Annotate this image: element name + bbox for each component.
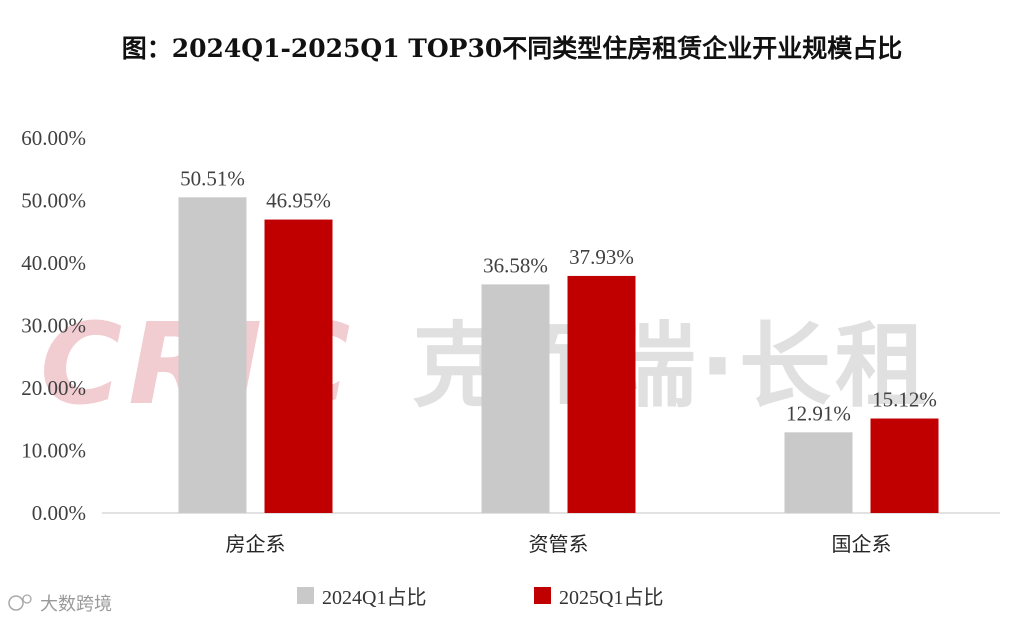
y-tick-label: 40.00% [21,251,86,275]
legend-swatch-2025q1 [534,587,551,604]
bar-data-label: 50.51% [180,166,245,190]
bar-data-label: 46.95% [266,189,331,213]
x-category-label: 国企系 [832,532,892,556]
chart-title: 图：2024Q1-2025Q1 TOP30不同类型住房租赁企业开业规模占比 [122,34,903,63]
bar-data-label: 37.93% [569,245,634,269]
legend-swatch-2024q1 [297,587,314,604]
bar-2024q1 [178,197,247,513]
bar-2024q1 [481,284,550,513]
bar-2025q1 [264,219,333,513]
y-tick-label: 0.00% [32,501,86,525]
bar-data-label: 15.12% [872,388,937,412]
bar-2024q1 [784,432,853,513]
source-watermark: 大数跨境 [8,594,112,615]
legend: 2024Q1占比 2025Q1占比 [297,586,663,609]
y-tick-label: 10.00% [21,439,86,463]
x-category-label: 房企系 [226,532,286,556]
legend-label-2025q1: 2025Q1占比 [559,586,663,609]
source-logo-icon [8,595,24,611]
y-tick-label: 30.00% [21,314,86,338]
legend-label-2024q1: 2024Q1占比 [322,586,426,609]
source-watermark-text: 大数跨境 [40,594,112,615]
bar-data-label: 36.58% [483,253,548,277]
bars: 50.51% 46.95% 36.58% 37.93% 12.91% 15.12% [178,166,939,513]
bar-2025q1 [567,275,636,513]
bar-2025q1 [870,418,939,513]
bar-data-label: 12.91% [786,401,851,425]
y-tick-label: 60.00% [21,126,86,150]
source-logo-icon-dot [22,594,32,604]
x-axis: 房企系 资管系 国企系 [226,532,892,556]
y-axis: 0.00% 10.00% 20.00% 30.00% 40.00% 50.00% 60.00… [21,126,86,525]
y-tick-label: 50.00% [21,189,86,213]
x-category-label: 资管系 [529,532,589,556]
y-tick-label: 20.00% [21,376,86,400]
